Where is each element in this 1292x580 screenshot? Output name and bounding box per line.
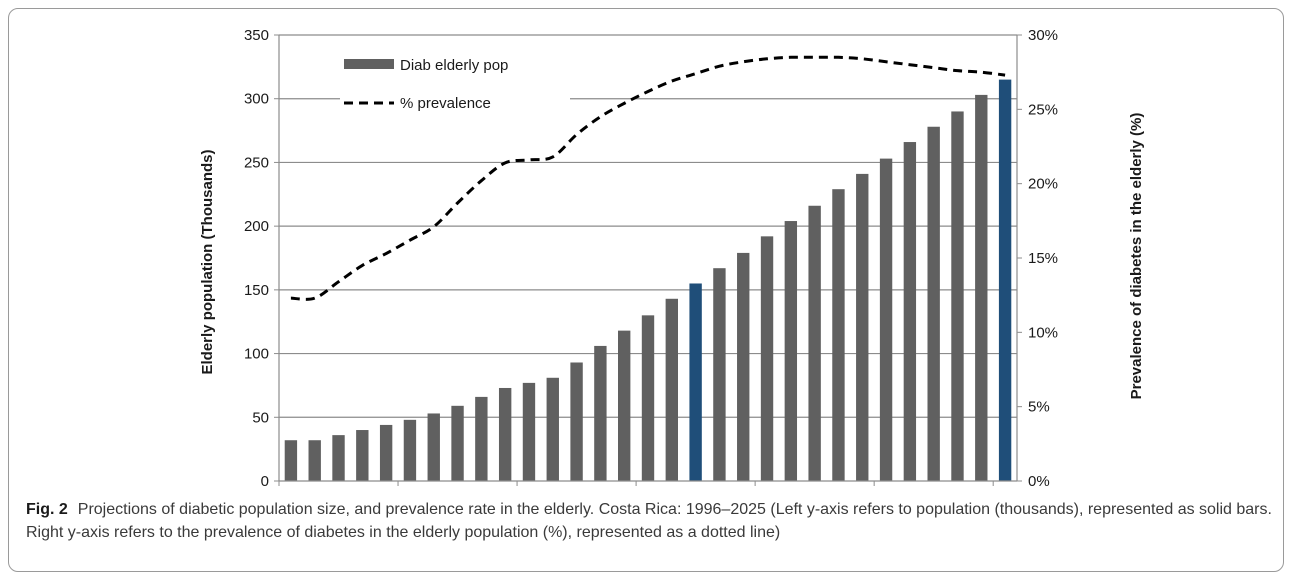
y2-tick-label: 20% <box>1028 176 1058 193</box>
bar <box>570 362 583 481</box>
y-tick-label: 350 <box>244 27 269 44</box>
y-tick-label: 250 <box>244 154 269 171</box>
figure-caption: Fig. 2 Projections of diabetic population… <box>26 498 1276 544</box>
bar <box>856 173 869 481</box>
legend-bar-label: Diab elderly pop <box>400 57 508 74</box>
y-tick-label: 200 <box>244 218 269 235</box>
y-axis-label: Elderly population (Thousands) <box>199 149 216 374</box>
bar <box>975 94 988 482</box>
bar <box>618 330 631 481</box>
bar <box>356 430 369 481</box>
y2-tick-label: 30% <box>1028 27 1058 44</box>
bar <box>403 419 417 481</box>
bar <box>879 158 893 481</box>
bar <box>546 377 559 481</box>
legend: Diab elderly pop % prevalence <box>340 56 570 118</box>
x-tick-label: 2000 <box>381 488 414 490</box>
y-tick-label: 0 <box>261 473 269 490</box>
y2-tick-label: 25% <box>1028 101 1058 118</box>
prevalence-line <box>290 55 1006 301</box>
legend-bar-swatch <box>344 59 394 69</box>
y2-tick-label: 10% <box>1028 324 1058 341</box>
y2-axis-label: Prevalence of diabetes in the elderly (%… <box>1128 113 1145 400</box>
x-tick-label: 2020 <box>857 488 890 490</box>
bar <box>594 345 607 481</box>
bar <box>451 405 464 481</box>
bar <box>332 435 345 481</box>
y2-tick-label: 5% <box>1028 399 1050 416</box>
bar <box>951 111 964 481</box>
bar <box>284 440 298 481</box>
y-tick-label: 50 <box>252 409 269 426</box>
bar <box>665 298 678 481</box>
gridlines <box>279 34 1017 418</box>
y-tick-label: 100 <box>244 346 269 363</box>
x-tick-label: 2025 <box>977 488 1010 490</box>
bar <box>760 236 774 481</box>
bar <box>475 396 488 481</box>
x-tick-label: 2015 <box>738 488 771 490</box>
bar <box>713 268 726 481</box>
chart: 0 50 100 150 200 250 300 350 0% 5% 10% 15% 20% 25% 30%… <box>199 27 1145 490</box>
bar <box>498 387 512 481</box>
bar <box>641 315 655 481</box>
caption-text: Projections of diabetic population size,… <box>26 501 1272 541</box>
x-tick-label: 2005 <box>500 488 533 490</box>
tick-labels: 0 50 100 150 200 250 300 350 0% 5% 10% 15% 20% 25% 30%… <box>244 27 1058 490</box>
legend-line-label: % prevalence <box>400 95 491 112</box>
figure-label: Fig. 2 <box>26 501 68 518</box>
axes <box>274 34 1022 486</box>
bar <box>808 205 821 482</box>
x-tick-label: 2010 <box>619 488 652 490</box>
x-tick-label: 1995 <box>262 488 295 490</box>
bar <box>379 424 393 481</box>
bar <box>427 413 440 481</box>
bar-highlight <box>998 79 1012 481</box>
bar <box>522 382 536 481</box>
bar <box>784 221 798 481</box>
bar <box>927 126 940 482</box>
y-tick-label: 300 <box>244 91 269 108</box>
bar-highlight <box>689 283 702 481</box>
bar-series <box>284 79 1012 482</box>
bar <box>308 440 321 481</box>
y2-tick-label: 15% <box>1028 250 1058 267</box>
bar <box>832 189 845 481</box>
y2-tick-label: 0% <box>1028 473 1050 490</box>
y-tick-label: 150 <box>244 282 269 299</box>
bar <box>903 142 917 482</box>
bar <box>737 252 750 481</box>
